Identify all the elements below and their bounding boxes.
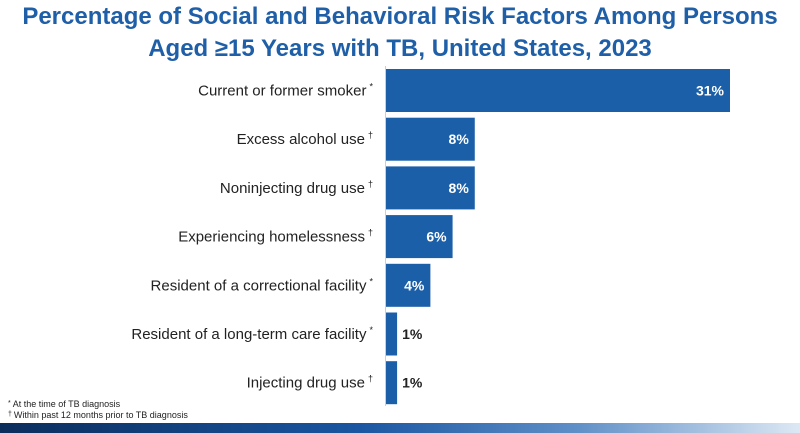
category-label-3: Noninjecting drug use † — [220, 179, 373, 197]
footnote-2-text: Within past 12 months prior to TB diagno… — [13, 410, 188, 420]
bar-5 — [386, 263, 431, 307]
value-label-3: 8% — [449, 180, 470, 196]
bar-group: Current or former smoker * 31% Excess alcoh… — [131, 69, 730, 405]
category-label-1: Current or former smoker * — [198, 82, 373, 100]
category-label-7: Injecting drug use † — [247, 374, 373, 392]
category-label-6: Resident of a long-term care facility * — [131, 325, 373, 343]
bar-2 — [386, 117, 475, 161]
category-label-5: Resident of a correctional facility * — [151, 276, 374, 294]
value-label-5: 4% — [404, 277, 425, 293]
value-label-7: 1% — [402, 375, 423, 391]
footnote-1-text: At the time of TB diagnosis — [12, 399, 121, 409]
bar-3 — [386, 166, 475, 210]
bar-1 — [386, 69, 730, 112]
bar-7 — [386, 361, 398, 405]
value-label-6: 1% — [402, 326, 423, 342]
category-label-4: Experiencing homelessness † — [178, 228, 373, 246]
chart-title: Percentage of Social and Behavioral Risk… — [0, 0, 800, 65]
bar-6 — [386, 312, 398, 356]
value-label-4: 6% — [426, 229, 447, 245]
footnote-1-marker: * — [8, 400, 11, 407]
chart-title-line-2: Aged ≥15 Years with TB, United States, 2… — [148, 35, 652, 62]
footnote-2: † Within past 12 months prior to TB diagn… — [8, 410, 188, 421]
footnotes: * At the time of TB diagnosis † Within pas… — [8, 399, 188, 421]
bar-4 — [386, 215, 453, 259]
value-label-2: 8% — [449, 131, 470, 147]
category-label-2: Excess alcohol use † — [237, 130, 373, 148]
footnote-1: * At the time of TB diagnosis — [8, 399, 188, 410]
chart-title-line-1: Percentage of Social and Behavioral Risk… — [22, 3, 778, 30]
footnote-2-marker: † — [8, 411, 12, 418]
value-label-1: 31% — [696, 83, 725, 99]
bottom-gradient-band — [0, 423, 800, 433]
